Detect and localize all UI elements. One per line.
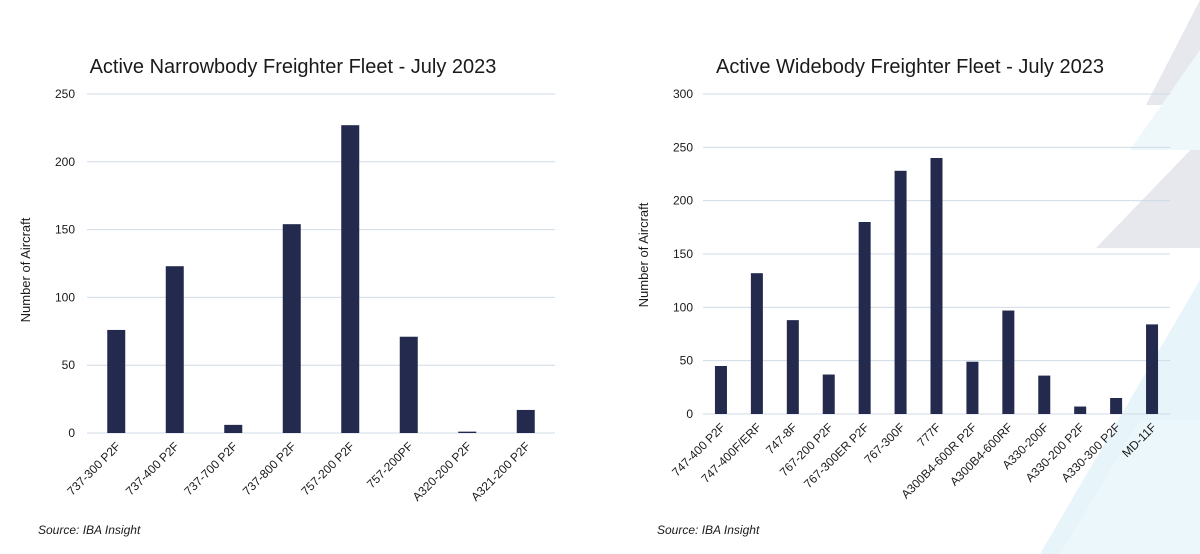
deco-stripe-gray-lower	[1096, 140, 1200, 248]
widebody-chart: Active Widebody Freighter Fleet - July 2…	[636, 56, 1170, 537]
y-tick-label: 300	[673, 87, 693, 101]
y-axis-label: Number of Aircraft	[18, 217, 33, 322]
bar	[966, 361, 979, 414]
x-tick-label: A300B4-600RF	[947, 420, 1015, 488]
bar	[930, 158, 943, 414]
x-tick-label: A320-200 P2F	[410, 439, 475, 504]
bar	[107, 329, 126, 433]
bar	[165, 266, 184, 433]
y-tick-label: 200	[55, 155, 75, 169]
bar	[786, 320, 799, 414]
x-tick-label: 757-200PF	[364, 439, 416, 491]
source-note: Source: IBA Insight	[657, 523, 760, 537]
bar	[1146, 324, 1159, 414]
y-axis-label: Number of Aircraft	[636, 202, 651, 307]
bar	[858, 222, 871, 414]
bar	[224, 424, 243, 433]
x-tick-label: 737-700 P2F	[181, 439, 240, 498]
gridlines	[87, 93, 555, 434]
chart-title: Active Narrowbody Freighter Fleet - July…	[90, 56, 497, 78]
bar	[1002, 310, 1015, 414]
background-decoration	[1040, 0, 1200, 554]
bar	[399, 336, 418, 433]
source-note: Source: IBA Insight	[38, 523, 141, 537]
y-tick-label: 50	[680, 354, 694, 368]
narrowbody-chart: Active Narrowbody Freighter Fleet - July…	[18, 56, 555, 537]
y-tick-label: 0	[68, 426, 75, 440]
chart-title: Active Widebody Freighter Fleet - July 2…	[716, 56, 1104, 78]
bar	[1110, 398, 1123, 414]
y-tick-labels: 0 50 100 150 200 250	[55, 87, 75, 440]
deco-stripe-blue-upper	[1130, 50, 1200, 150]
bar	[341, 125, 360, 434]
y-tick-label: 100	[55, 290, 75, 304]
bar	[822, 374, 835, 414]
bars	[714, 158, 1159, 414]
y-tick-label: 150	[55, 223, 75, 237]
y-tick-label: 250	[55, 87, 75, 101]
bars	[107, 125, 535, 434]
deco-stripe-blue-2	[1060, 420, 1200, 554]
x-tick-label: 757-200 P2F	[298, 439, 357, 498]
y-tick-labels: 0 50 100 150 200 250 300	[673, 87, 693, 421]
bar	[1074, 406, 1087, 414]
x-tick-label: 737-800 P2F	[240, 439, 299, 498]
y-tick-label: 150	[673, 247, 693, 261]
y-tick-label: 100	[673, 300, 693, 314]
x-tick-label: 737-300 P2F	[64, 439, 123, 498]
x-tick-labels: 737-300 P2F 737-400 P2F 737-700 P2F 737-800…	[64, 439, 532, 504]
bar	[1038, 375, 1051, 414]
y-tick-label: 0	[686, 407, 693, 421]
y-tick-label: 250	[673, 140, 693, 154]
bar	[458, 431, 477, 433]
y-tick-label: 200	[673, 194, 693, 208]
bar	[894, 170, 907, 414]
bar	[714, 366, 727, 414]
bar	[282, 224, 301, 433]
x-tick-label: A321-200 P2F	[468, 439, 533, 504]
y-tick-label: 50	[62, 358, 76, 372]
bar	[516, 409, 535, 433]
x-tick-label: 777F	[914, 420, 943, 449]
x-tick-label: 737-400 P2F	[123, 439, 182, 498]
bar	[750, 273, 763, 414]
